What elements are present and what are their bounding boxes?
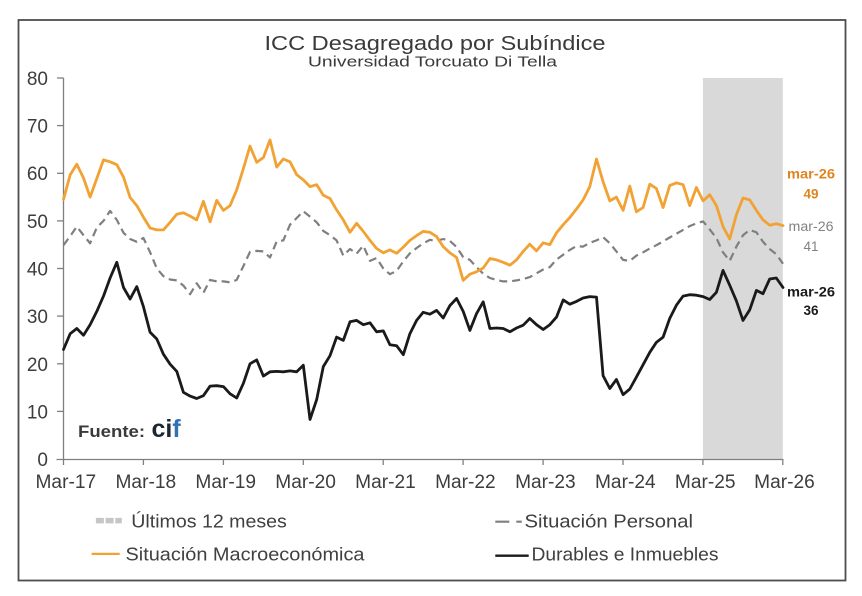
svg-text:36: 36 <box>803 303 819 318</box>
svg-text:49: 49 <box>803 187 818 202</box>
svg-text:Mar-20: Mar-20 <box>275 472 336 493</box>
svg-text:Fuente:: Fuente: <box>78 422 145 441</box>
svg-text:70: 70 <box>27 117 48 138</box>
svg-text:ICC Desagregado por Subíndice: ICC Desagregado por Subíndice <box>265 32 606 55</box>
svg-text:mar-26: mar-26 <box>789 219 834 234</box>
svg-text:20: 20 <box>27 355 48 376</box>
svg-text:Mar-17: Mar-17 <box>36 472 97 493</box>
svg-text:mar-26: mar-26 <box>787 285 836 300</box>
svg-text:30: 30 <box>27 307 48 328</box>
svg-text:Mar-21: Mar-21 <box>355 472 416 493</box>
svg-text:Mar-23: Mar-23 <box>515 472 576 493</box>
svg-text:Mar-22: Mar-22 <box>435 472 496 493</box>
svg-text:Últimos 12 meses: Últimos 12 meses <box>131 510 286 531</box>
svg-text:80: 80 <box>27 69 48 90</box>
svg-text:0: 0 <box>37 450 48 471</box>
svg-text:Mar-18: Mar-18 <box>116 472 177 493</box>
svg-text:Mar-25: Mar-25 <box>675 472 736 493</box>
svg-text:41: 41 <box>803 239 818 254</box>
svg-text:Situación Personal: Situación Personal <box>525 510 694 531</box>
svg-text:mar-26: mar-26 <box>787 167 836 182</box>
svg-text:Universidad Torcuato Di Tella: Universidad Torcuato Di Tella <box>308 54 558 71</box>
svg-text:10: 10 <box>27 402 48 423</box>
svg-text:50: 50 <box>27 212 48 233</box>
svg-text:60: 60 <box>27 164 48 185</box>
svg-text:Mar-26: Mar-26 <box>754 472 815 493</box>
svg-text:Durables e Inmuebles: Durables e Inmuebles <box>532 544 719 565</box>
svg-text:Situación Macroeconómica: Situación Macroeconómica <box>126 544 366 565</box>
svg-text:Mar-19: Mar-19 <box>195 472 256 493</box>
svg-text:40: 40 <box>27 260 48 281</box>
svg-text:cif: cif <box>152 415 182 443</box>
svg-text:Mar-24: Mar-24 <box>595 472 656 493</box>
